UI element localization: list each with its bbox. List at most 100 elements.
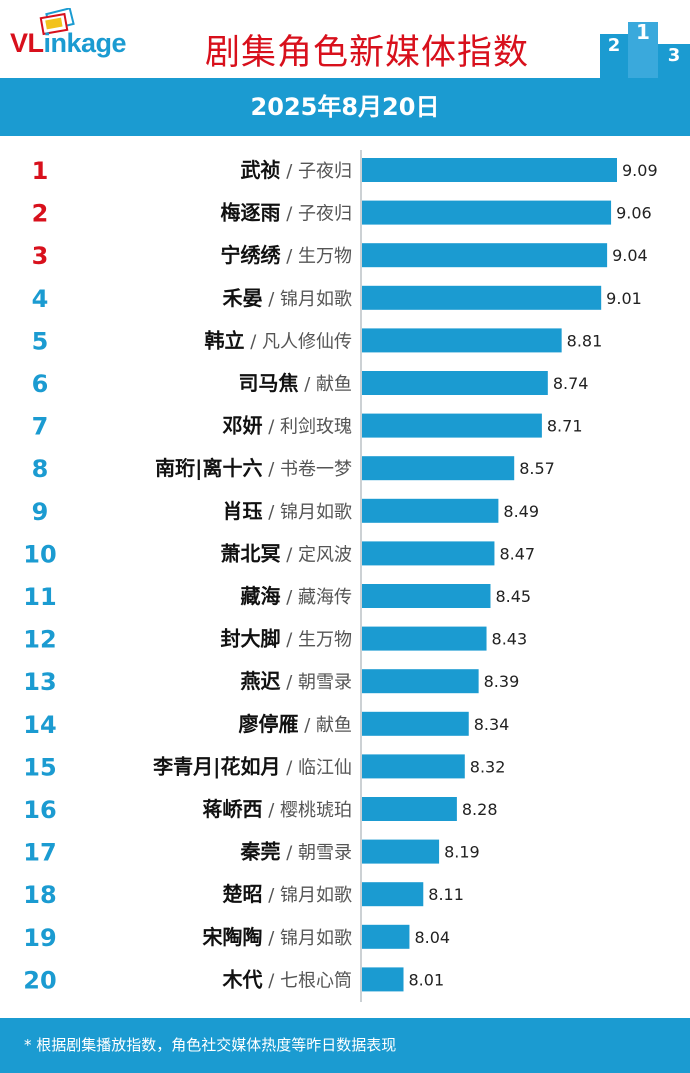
label-separator: /	[262, 928, 280, 949]
bar	[362, 498, 499, 523]
rank-number: 4	[32, 285, 49, 313]
rank-number: 13	[23, 668, 56, 696]
drama-name: 凡人修仙传	[262, 331, 352, 352]
drama-name: 书卷一梦	[280, 459, 352, 480]
label-separator: /	[262, 885, 280, 906]
row-label: 邓妍 / 利剑玫瑰	[222, 414, 352, 438]
value-label: 9.04	[612, 246, 648, 265]
svg-text:2: 2	[608, 35, 621, 56]
row-label: 梅逐雨 / 子夜归	[220, 201, 352, 225]
label-separator: /	[280, 843, 298, 864]
character-name: 蒋峤西	[202, 797, 262, 821]
date-banner: 2025年8月20日	[0, 78, 690, 136]
bar	[362, 456, 515, 481]
svg-text:3: 3	[668, 45, 681, 66]
value-label: 8.32	[470, 757, 506, 776]
drama-name: 生万物	[298, 246, 352, 267]
row-label: 李青月|花如月 / 临江仙	[152, 754, 352, 778]
drama-name: 子夜归	[298, 161, 352, 182]
drama-name: 朝雪录	[298, 843, 352, 864]
drama-name: 献鱼	[316, 715, 352, 736]
value-label: 8.04	[414, 928, 450, 947]
character-name: 木代	[221, 967, 262, 991]
value-label: 8.01	[409, 970, 445, 989]
bar	[362, 882, 424, 907]
bar	[362, 669, 479, 694]
bar	[362, 626, 487, 651]
bar	[362, 711, 469, 736]
bar	[362, 924, 410, 949]
rank-number: 2	[32, 200, 49, 228]
rank-number: 16	[23, 796, 56, 824]
podium-icon: 2 1 3	[600, 10, 690, 82]
label-separator: /	[262, 502, 280, 523]
vlinkage-logo: VLinkage	[10, 28, 127, 59]
row-label: 藏海 / 藏海传	[240, 584, 352, 608]
value-label: 8.57	[519, 459, 555, 478]
bar	[362, 584, 491, 608]
bar	[362, 797, 457, 821]
label-separator: /	[280, 672, 298, 693]
bar	[362, 754, 465, 779]
value-label: 8.19	[444, 843, 480, 862]
character-name: 宋陶陶	[202, 925, 262, 949]
rank-number: 20	[23, 966, 56, 994]
row-label: 蒋峤西 / 樱桃琥珀	[202, 797, 352, 821]
drama-name: 献鱼	[316, 374, 352, 395]
value-label: 9.09	[622, 161, 658, 180]
bar	[362, 328, 562, 353]
value-label: 9.01	[606, 289, 642, 308]
value-label: 8.39	[484, 672, 520, 691]
label-separator: /	[262, 459, 280, 480]
logo-card-icon	[38, 7, 78, 40]
value-label: 8.49	[503, 502, 539, 521]
rank-number: 11	[23, 583, 56, 611]
drama-name: 樱桃琥珀	[280, 800, 352, 821]
row-label: 宁绣绣 / 生万物	[220, 243, 352, 267]
logo-prefix: VL	[10, 28, 44, 58]
label-separator: /	[280, 544, 298, 565]
drama-name: 锦月如歌	[280, 502, 352, 523]
rank-number: 17	[23, 839, 56, 867]
row-label: 武祯 / 子夜归	[240, 158, 352, 182]
row-label: 司马焦 / 献鱼	[238, 371, 352, 395]
value-label: 9.06	[616, 204, 652, 223]
label-separator: /	[262, 800, 280, 821]
character-name: 萧北冥	[220, 541, 280, 565]
rank-number: 5	[32, 327, 49, 355]
row-label: 宋陶陶 / 锦月如歌	[202, 925, 352, 949]
label-separator: /	[298, 715, 316, 736]
value-label: 8.71	[547, 417, 583, 436]
value-label: 8.43	[492, 630, 528, 649]
rank-number: 8	[32, 455, 49, 483]
row-label: 南珩|离十六 / 书卷一梦	[155, 456, 352, 480]
label-separator: /	[262, 970, 280, 991]
label-separator: /	[280, 204, 298, 225]
rank-number: 6	[32, 370, 49, 398]
bar	[362, 371, 548, 395]
drama-name: 七根心筒	[280, 970, 352, 991]
page-title: 剧集角色新媒体指数	[205, 33, 530, 73]
rank-number: 1	[32, 157, 49, 185]
bar	[362, 413, 542, 438]
character-name: 宁绣绣	[220, 243, 281, 267]
drama-name: 子夜归	[298, 204, 352, 225]
rank-number: 3	[32, 242, 49, 270]
rank-number: 9	[32, 498, 49, 526]
row-label: 廖停雁 / 献鱼	[238, 712, 352, 736]
value-label: 8.28	[462, 800, 498, 819]
value-label: 8.47	[499, 544, 535, 563]
character-name: 藏海	[240, 584, 280, 608]
drama-name: 朝雪录	[298, 672, 352, 693]
footnote: * 根据剧集播放指数，角色社交媒体热度等昨日数据表现	[0, 1018, 690, 1073]
character-name: 秦莞	[239, 840, 280, 864]
bar	[362, 243, 608, 268]
rank-number: 7	[32, 413, 49, 441]
bar	[362, 839, 440, 864]
rank-number: 18	[23, 881, 56, 909]
logo-suffix: inkage	[43, 28, 127, 58]
bar	[362, 158, 617, 182]
label-separator: /	[280, 161, 298, 182]
drama-name: 生万物	[298, 630, 352, 651]
bar	[362, 967, 404, 992]
